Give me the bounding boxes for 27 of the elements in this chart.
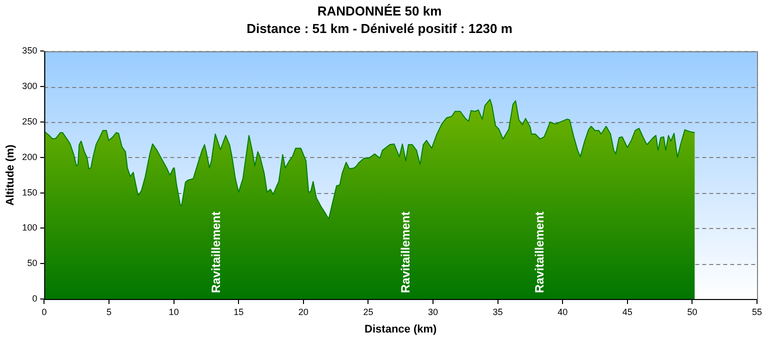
x-tick-label: 40 <box>558 306 568 317</box>
x-tick-label: 5 <box>106 306 112 317</box>
annotation: Ravitaillement <box>398 212 413 293</box>
x-tick-label: 35 <box>492 306 503 317</box>
y-tick-label: 100 <box>22 222 38 233</box>
y-tick-label: 50 <box>27 258 38 268</box>
x-tick-label: 15 <box>234 306 244 317</box>
x-tick-label: 0 <box>42 306 47 317</box>
y-tick-label: 200 <box>22 152 38 162</box>
annotation: Ravitaillement <box>209 212 224 293</box>
x-tick-label: 45 <box>622 306 632 317</box>
y-axis-title: Altitude (m) <box>4 144 17 206</box>
annotation: Ravitaillement <box>532 212 547 293</box>
x-tick-label: 30 <box>428 306 438 317</box>
chart-subtitle: Distance : 51 km - Dénivelé positif : 1230 m <box>246 20 512 36</box>
y-tick-label: 350 <box>22 46 38 56</box>
x-tick-label: 50 <box>687 306 698 317</box>
x-tick-label: 20 <box>298 306 308 317</box>
x-axis-title: Distance (km) <box>364 323 438 336</box>
y-tick-label: 300 <box>22 81 38 92</box>
y-tick-label: 0 <box>32 293 38 304</box>
x-tick-label: 55 <box>752 306 762 317</box>
y-tick-label: 250 <box>22 116 38 126</box>
chart-title: RANDONNÉE 50 km <box>317 3 442 18</box>
y-tick-label: 150 <box>22 187 38 198</box>
x-tick-label: 10 <box>168 306 179 317</box>
x-tick-label: 25 <box>363 306 374 317</box>
